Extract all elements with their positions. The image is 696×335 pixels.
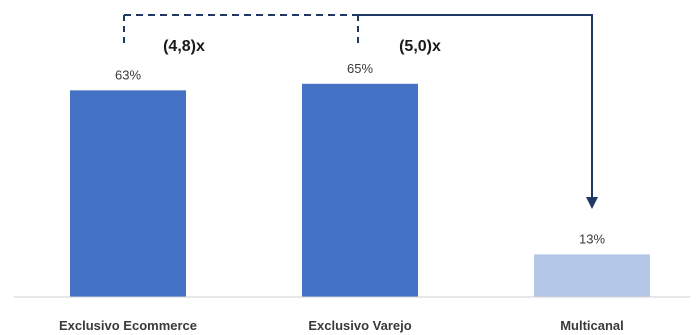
bar-3 [534, 254, 650, 297]
multiple-annotation-1: (4,8)x [163, 38, 205, 55]
multiple-annotation-2: (5,0)x [399, 38, 441, 55]
comparison-connectors [123, 14, 598, 209]
data-label-3: 13% [579, 231, 605, 246]
bar-2 [302, 83, 418, 297]
connector-to-multicanal [358, 14, 593, 197]
category-label-1: Exclusivo Ecommerce [59, 318, 197, 333]
arrowhead-icon [586, 197, 598, 209]
category-label-2: Exclusivo Varejo [308, 318, 411, 333]
data-label-2: 65% [347, 61, 373, 76]
bar-1 [70, 90, 186, 297]
bars-group [70, 83, 650, 297]
data-label-1: 63% [115, 67, 141, 82]
category-label-3: Multicanal [560, 318, 624, 333]
labels-group: 63% Exclusivo Ecommerce 65% Exclusivo Varej… [59, 38, 624, 333]
